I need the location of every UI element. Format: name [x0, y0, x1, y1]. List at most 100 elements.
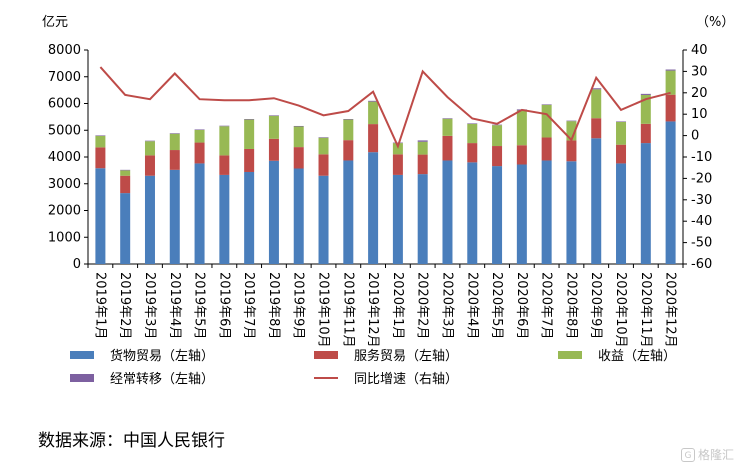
bar-segment: [541, 104, 552, 105]
bar-segment: [566, 120, 577, 122]
left-axis-tick-label: 2000: [48, 204, 81, 219]
bar-segment: [665, 94, 676, 122]
bar-segment: [467, 143, 478, 163]
bar-segment: [219, 126, 230, 156]
bar-segment: [219, 125, 230, 127]
x-tick-label: 2020年4月: [464, 272, 479, 339]
x-tick-label: 2020年2月: [415, 272, 430, 339]
left-axis-tick-label: 1000: [48, 230, 81, 245]
bar-segment: [293, 168, 304, 264]
chart: 亿元 （%） 0 1000 2000 3000 4000 5000 6000 7000 8000…: [42, 15, 734, 387]
bar-segment: [368, 101, 379, 125]
bar-segment: [368, 100, 379, 102]
bar-segment: [492, 166, 503, 264]
bar-segment: [268, 138, 279, 161]
x-tick-label: 2019年1月: [92, 272, 107, 339]
bar-segment: [516, 145, 527, 165]
bar-segment: [467, 162, 478, 264]
legend-label: 经常转移（左轴）: [110, 372, 214, 387]
bar-segment: [665, 70, 676, 95]
bar-segment: [144, 141, 155, 156]
bar-segment: [169, 150, 180, 170]
x-tick-label: 2019年9月: [291, 272, 306, 339]
left-axis-tick-label: 7000: [48, 70, 81, 85]
bar-segment: [219, 174, 230, 264]
source-note: 数据来源：中国人民银行: [38, 431, 225, 451]
watermark: G 格隆汇: [680, 446, 734, 463]
bar-segment: [467, 123, 478, 124]
bar-segment: [318, 154, 329, 176]
bar-segment: [343, 119, 354, 141]
bar-segment: [492, 125, 503, 147]
legend-swatch: [314, 351, 338, 359]
x-tick-label: 2019年10月: [316, 272, 331, 348]
bar-segment: [541, 160, 552, 264]
bar-segment: [169, 133, 180, 134]
bar-segment: [442, 160, 453, 264]
right-axis-tick-label: 10: [691, 107, 708, 122]
bar-segment: [194, 129, 205, 143]
bar-segment: [120, 175, 131, 194]
bar-segment: [492, 146, 503, 167]
left-axis-tick-label: 4000: [48, 150, 81, 165]
x-tick-label: 2020年8月: [563, 272, 578, 339]
bar-segment: [194, 142, 205, 164]
bar-segment: [343, 119, 354, 120]
bar-segment: [318, 137, 329, 138]
legend-swatch: [70, 351, 94, 359]
left-axis-tick-label: 6000: [48, 97, 81, 112]
bar-segment: [95, 135, 106, 148]
bar-segment: [541, 104, 552, 138]
legend-label: 货物贸易（左轴）: [110, 348, 214, 364]
x-tick-label: 2020年3月: [439, 272, 454, 339]
bar-segment: [516, 110, 527, 146]
x-tick-label: 2020年12月: [663, 272, 678, 348]
bar-segment: [442, 118, 453, 136]
legend-label: 服务贸易（左轴）: [354, 348, 458, 364]
bar-segment: [492, 124, 503, 126]
left-axis-tick-label: 5000: [48, 123, 81, 138]
x-tick-label: 2020年11月: [638, 272, 653, 348]
x-tick-label: 2019年4月: [167, 272, 182, 339]
right-axis-tick-label: -20: [691, 171, 712, 186]
bar-segment: [442, 118, 453, 119]
right-axis-tick-label: 40: [691, 43, 708, 58]
right-axis-unit: （%）: [696, 15, 734, 30]
bar-segment: [392, 142, 403, 144]
bar-segment: [417, 140, 428, 142]
bar-segment: [244, 171, 255, 264]
right-axis-tick-label: 20: [691, 86, 708, 101]
bar-segment: [392, 174, 403, 264]
left-axis-unit: 亿元: [42, 15, 68, 30]
bar-segment: [516, 164, 527, 264]
bar-segment: [144, 175, 155, 264]
bar-segment: [640, 143, 651, 264]
bar-segment: [541, 137, 552, 161]
bar-segment: [120, 193, 131, 264]
right-axis-tick-label: -40: [691, 214, 712, 229]
right-axis-tick-label: 0: [691, 129, 699, 144]
bar-segment: [120, 170, 131, 176]
x-tick-label: 2020年9月: [588, 272, 603, 339]
bar-segment: [566, 161, 577, 264]
bar-segment: [591, 89, 602, 119]
left-axis-tick-label: 8000: [48, 43, 81, 58]
bar-segment: [343, 160, 354, 264]
right-axis-tick-label: -10: [691, 150, 712, 165]
x-tick-label: 2019年2月: [117, 272, 132, 339]
bar-segment: [268, 160, 279, 264]
bar-segment: [566, 140, 577, 162]
legend: 货物贸易（左轴） 服务贸易（左轴） 收益（左轴） 经常转移（左轴） 同比增速（右轴）: [70, 348, 676, 387]
bar-segment: [318, 175, 329, 264]
bar-segment: [591, 118, 602, 139]
bar-segment: [368, 152, 379, 264]
left-axis-tick-label: 3000: [48, 177, 81, 192]
x-tick-label: 2020年7月: [539, 272, 554, 339]
right-axis-tick-label: -50: [691, 236, 712, 251]
right-axis-tick-label: 30: [691, 64, 708, 79]
bar-segment: [417, 154, 428, 175]
bar-segment: [144, 155, 155, 176]
x-tick-label: 2019年11月: [340, 272, 355, 348]
bar-segment: [194, 163, 205, 264]
legend-swatch: [558, 351, 582, 359]
